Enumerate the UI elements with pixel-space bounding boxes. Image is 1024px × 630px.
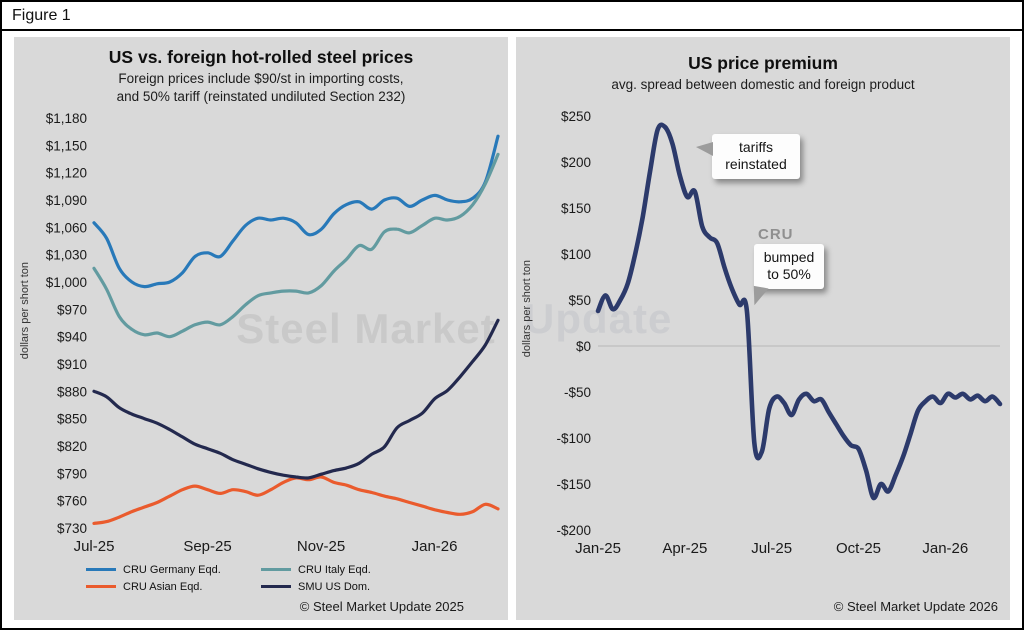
- x-axis-tick-label: Oct-25: [836, 540, 881, 557]
- y-axis-tick-label: $200: [561, 155, 591, 170]
- legend-item-cru-italy: CRU Italy Eqd.: [261, 564, 436, 576]
- watermark-steel-market-update: Steel Market Update: [236, 305, 508, 352]
- y-axis-tick-label: -$150: [556, 477, 591, 492]
- y-axis-tick-label: $1,150: [46, 138, 87, 153]
- x-axis-tick-label: Nov-25: [297, 538, 345, 555]
- left-chart-panel: Steel Market Update US vs. foreign hot-r…: [14, 37, 508, 620]
- watermark-update: Update: [524, 295, 673, 342]
- legend-swatch-cru-germany: [86, 567, 116, 572]
- figure-content: Steel Market Update US vs. foreign hot-r…: [2, 31, 1022, 628]
- y-axis-tick-label: $1,000: [46, 275, 87, 290]
- legend-label-cru-asian: CRU Asian Eqd.: [123, 580, 203, 593]
- left-y-axis-title: dollars per short ton: [19, 261, 31, 360]
- y-axis-tick-label: $940: [57, 329, 87, 344]
- annotation-tariffs-reinstated: tariffs reinstated: [696, 133, 800, 179]
- annotation-text: bumped to 50%: [763, 248, 815, 283]
- left-chart-subtitle-line2: and 50% tariff (reinstated undiluted Sec…: [116, 88, 406, 104]
- left-chart-subtitle: Foreign prices include $90/st in importi…: [14, 70, 508, 106]
- legend-item-smu-us-dom: SMU US Dom.: [261, 581, 436, 593]
- right-chart-subtitle: avg. spread between domestic and foreign…: [611, 77, 915, 92]
- watermark-cru: CRU: [758, 225, 794, 243]
- series-line-cru-germany-eqd: [92, 134, 500, 288]
- x-axis-tick-label: Jul-25: [751, 540, 792, 557]
- y-axis-tick-label: $970: [57, 302, 87, 317]
- legend-label-cru-italy: CRU Italy Eqd.: [298, 563, 371, 576]
- y-axis-tick-label: $100: [561, 247, 591, 262]
- y-axis-tick-label: $150: [561, 201, 591, 216]
- legend-swatch-cru-asian: [86, 584, 116, 589]
- y-axis-tick-label: $1,060: [46, 220, 87, 235]
- left-chart-plot: $730 $760 $790 $820 $850 $880 $910 $940 $970 $1,0…: [46, 111, 500, 555]
- x-axis-tick-label: Sep-25: [183, 538, 231, 555]
- y-axis-tick-label: $1,090: [46, 193, 87, 208]
- right-copyright: © Steel Market Update 2026: [833, 599, 998, 614]
- legend-item-cru-asian: CRU Asian Eqd.: [86, 581, 261, 593]
- right-y-axis-title: dollars per short ton: [521, 260, 533, 358]
- legend-label-cru-germany: CRU Germany Eqd.: [123, 563, 221, 576]
- legend-swatch-smu-us-dom: [261, 584, 291, 589]
- y-axis-tick-label: $1,120: [46, 165, 87, 180]
- right-chart-panel: Update US price premium avg. spread betw…: [516, 37, 1010, 620]
- y-axis-tick-label: $0: [576, 339, 591, 354]
- legend-label-smu-us-dom: SMU US Dom.: [298, 580, 371, 593]
- annotation-text: tariffs reinstated: [725, 138, 787, 173]
- series-line-cru-italy-eqd: [92, 152, 500, 338]
- figure-label: Figure 1: [12, 7, 71, 24]
- y-axis-tick-label: $880: [57, 384, 87, 399]
- right-chart-plot: -$200 -$150 -$100 -$50 $0 $50 $100 $150 $200 $250…: [556, 109, 1003, 557]
- annotation-pointer-icon: [750, 285, 769, 307]
- y-axis-tick-label: -$50: [564, 385, 591, 400]
- y-axis-tick-label: $50: [568, 293, 591, 308]
- series-line-us-price-premium: [595, 122, 1003, 501]
- x-axis-tick-label: Jan-26: [922, 540, 968, 557]
- y-axis-tick-label: $1,030: [46, 247, 87, 262]
- x-axis-tick-label: Jan-25: [575, 540, 621, 557]
- y-axis-tick-label: $910: [57, 357, 87, 372]
- series-line-cru-asian-eqd: [92, 474, 500, 525]
- left-chart-title: US vs. foreign hot-rolled steel prices: [108, 47, 414, 67]
- right-chart-area: dollars per short ton -$200 -$150 -$100 -$5…: [516, 104, 1010, 564]
- x-axis-tick-label: Jan-26: [412, 538, 458, 555]
- y-axis-tick-label: $1,180: [46, 111, 87, 126]
- left-copyright: © Steel Market Update 2025: [299, 599, 464, 614]
- x-axis-tick-label: Jul-25: [74, 538, 115, 555]
- y-axis-tick-label: $850: [57, 411, 87, 426]
- y-axis-tick-label: $820: [57, 439, 87, 454]
- legend-item-cru-germany: CRU Germany Eqd.: [86, 564, 261, 576]
- annotation-bumped-to-50: bumped to 50%: [750, 243, 824, 307]
- y-axis-tick-label: -$200: [556, 523, 591, 538]
- legend-swatch-cru-italy: [261, 567, 291, 572]
- series-line-smu-us-dom: [92, 318, 500, 480]
- left-chart-legend: CRU Germany Eqd. CRU Italy Eqd. CRU Asia…: [14, 564, 508, 593]
- y-axis-tick-label: $730: [57, 521, 87, 536]
- x-axis-tick-label: Apr-25: [662, 540, 707, 557]
- y-axis-tick-label: -$100: [556, 431, 591, 446]
- figure-header: Figure 1: [2, 2, 1022, 31]
- y-axis-tick-label: $250: [561, 109, 591, 124]
- right-chart-title: US price premium: [688, 53, 838, 73]
- y-axis-tick-label: $790: [57, 466, 87, 481]
- left-chart-area: dollars per short ton $730 $760 $790 $820 $8…: [14, 110, 508, 558]
- annotation-pointer-icon: [696, 141, 713, 156]
- left-chart-subtitle-line1: Foreign prices include $90/st in importi…: [118, 71, 404, 86]
- y-axis-tick-label: $760: [57, 493, 87, 508]
